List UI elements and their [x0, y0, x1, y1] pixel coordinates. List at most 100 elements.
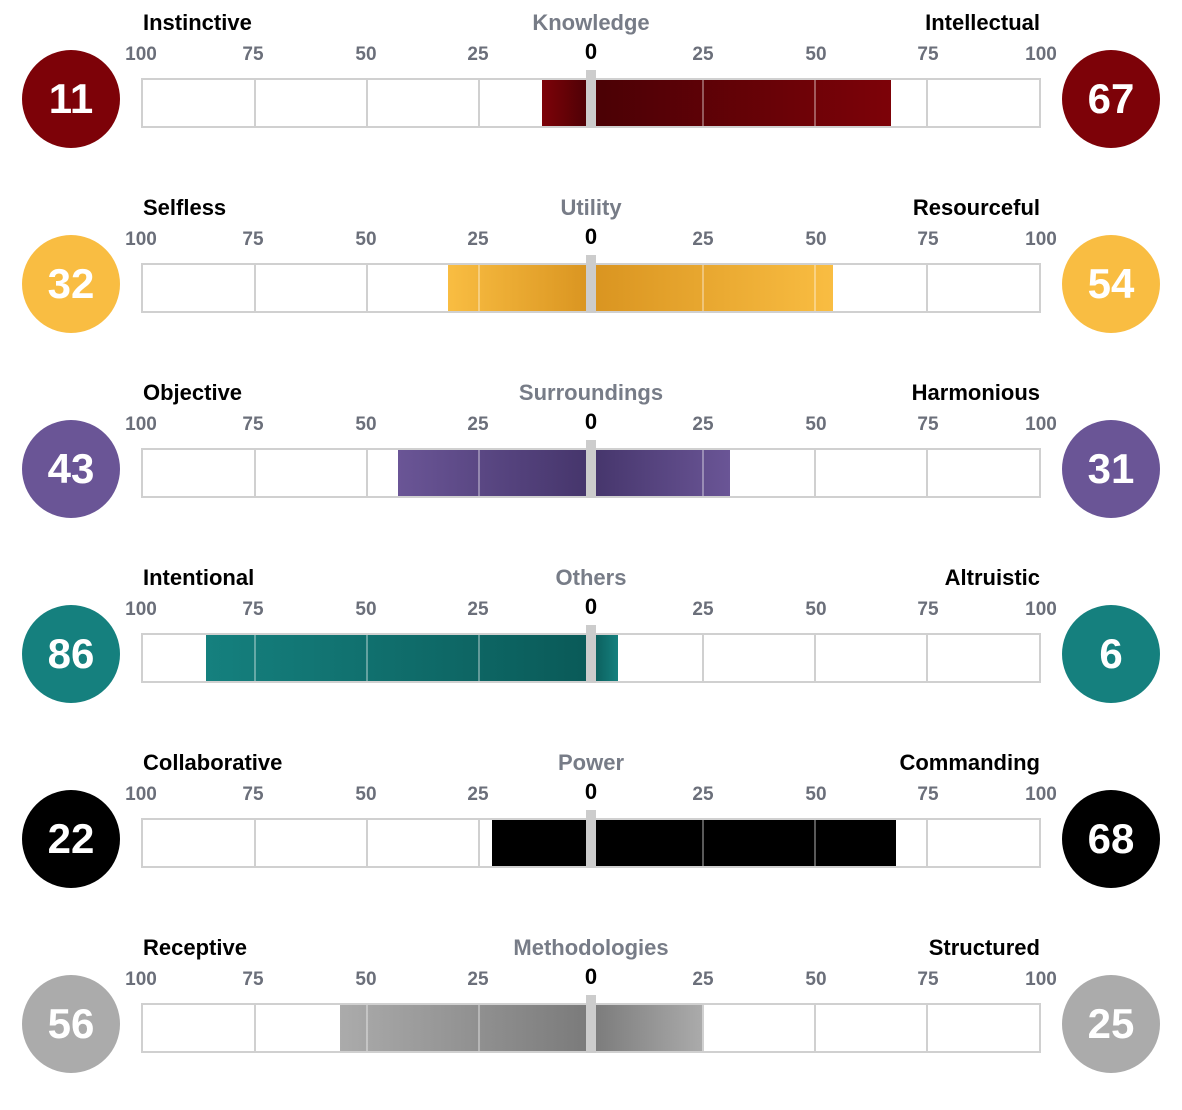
- left-pole-label: Objective: [143, 380, 243, 405]
- left-score-badge: 43: [22, 420, 120, 518]
- tick-label: 100: [1025, 969, 1057, 990]
- tick-label: 25: [692, 969, 714, 990]
- tick-label: 25: [692, 599, 714, 620]
- tick-label: 100: [125, 599, 157, 620]
- right-score-badge: 31: [1062, 420, 1160, 518]
- tick-label: 50: [805, 599, 827, 620]
- dimension-title: Utility: [560, 195, 622, 220]
- gridline: [926, 1005, 928, 1051]
- gridline: [702, 80, 704, 126]
- scale-track: [141, 70, 1041, 128]
- gridline: [366, 820, 368, 866]
- zero-marker: [586, 995, 596, 1053]
- scale-track: [141, 440, 1041, 498]
- right-score-badge: 54: [1062, 235, 1160, 333]
- gridline: [814, 635, 816, 681]
- right-pole-label: Commanding: [899, 750, 1040, 775]
- dimension-title: Power: [557, 750, 625, 775]
- tick-label: 100: [125, 414, 157, 435]
- tick-label: 50: [355, 969, 377, 990]
- right-pole-label: Intellectual: [925, 10, 1040, 35]
- scale-track: [141, 810, 1041, 868]
- dimension-title: Surroundings: [518, 380, 664, 405]
- tick-label: 50: [805, 229, 827, 250]
- scale-row: Receptive Methodologies Structured 100 75 50 2…: [0, 925, 1182, 1110]
- tick-label: 50: [355, 599, 377, 620]
- gridline: [814, 820, 816, 866]
- gridline: [926, 820, 928, 866]
- tick-label: 50: [355, 414, 377, 435]
- dimension-title: Methodologies: [513, 935, 669, 960]
- tick-label: 25: [692, 784, 714, 805]
- left-pole-label: Instinctive: [143, 10, 252, 35]
- gridline: [254, 820, 256, 866]
- tick-label: 0: [584, 224, 598, 249]
- left-score-badge: 32: [22, 235, 120, 333]
- tick-label: 50: [805, 969, 827, 990]
- tick-label: 25: [467, 44, 489, 65]
- tick-label: 75: [242, 44, 264, 65]
- gridline: [702, 635, 704, 681]
- gridline: [702, 265, 704, 311]
- scale-row: Selfless Utility Resourceful 100 75 50 25 0 25 50…: [0, 185, 1182, 370]
- tick-label: 100: [125, 44, 157, 65]
- score-bar: [340, 1005, 703, 1051]
- score-bar: [492, 820, 896, 866]
- scale-row: Collaborative Power Commanding 100 75 50 25 0 25…: [0, 740, 1182, 925]
- zero-marker: [586, 625, 596, 683]
- gridline: [814, 1005, 816, 1051]
- tick-label: 25: [692, 44, 714, 65]
- tick-label: 75: [917, 784, 939, 805]
- right-pole-label: Altruistic: [944, 565, 1040, 590]
- zero-marker: [586, 810, 596, 868]
- score-bar: [447, 265, 833, 311]
- score-bar: [398, 450, 730, 496]
- gridline: [254, 635, 256, 681]
- gridline: [254, 265, 256, 311]
- tick-label: 100: [1025, 414, 1057, 435]
- tick-label: 25: [467, 599, 489, 620]
- right-score-badge: 67: [1062, 50, 1160, 148]
- gridline: [814, 80, 816, 126]
- gridline: [478, 450, 480, 496]
- tick-label: 0: [584, 39, 598, 64]
- gridline: [702, 450, 704, 496]
- gridline: [366, 265, 368, 311]
- gridline: [254, 1005, 256, 1051]
- scale-track: [141, 995, 1041, 1053]
- tick-label: 50: [805, 414, 827, 435]
- gridline: [702, 1005, 704, 1051]
- score-bar: [205, 635, 618, 681]
- gridline: [366, 1005, 368, 1051]
- tick-label: 50: [805, 784, 827, 805]
- left-pole-label: Selfless: [143, 195, 227, 220]
- gridline: [478, 265, 480, 311]
- scale-track: [141, 625, 1041, 683]
- tick-label: 100: [1025, 784, 1057, 805]
- tick-label: 75: [242, 414, 264, 435]
- tick-label: 25: [467, 969, 489, 990]
- tick-label: 75: [242, 599, 264, 620]
- gridline: [478, 80, 480, 126]
- scale-track: [141, 255, 1041, 313]
- scale-row: Intentional Others Altruistic 100 75 50 25 0 25 5…: [0, 555, 1182, 740]
- gridline: [254, 80, 256, 126]
- tick-label: 75: [917, 414, 939, 435]
- gridline: [478, 1005, 480, 1051]
- tick-label: 50: [355, 784, 377, 805]
- scale-row: Instinctive Knowledge Intellectual 100 75 50 2…: [0, 0, 1182, 185]
- right-pole-label: Harmonious: [911, 380, 1040, 405]
- tick-label: 75: [917, 44, 939, 65]
- gridline: [926, 265, 928, 311]
- gridline: [814, 450, 816, 496]
- left-score-badge: 56: [22, 975, 120, 1073]
- gridline: [366, 80, 368, 126]
- tick-label: 75: [242, 229, 264, 250]
- tick-label: 0: [584, 779, 598, 804]
- tick-label: 0: [584, 964, 598, 989]
- right-score-badge: 25: [1062, 975, 1160, 1073]
- tick-label: 50: [355, 229, 377, 250]
- zero-marker: [586, 70, 596, 128]
- gridline: [814, 265, 816, 311]
